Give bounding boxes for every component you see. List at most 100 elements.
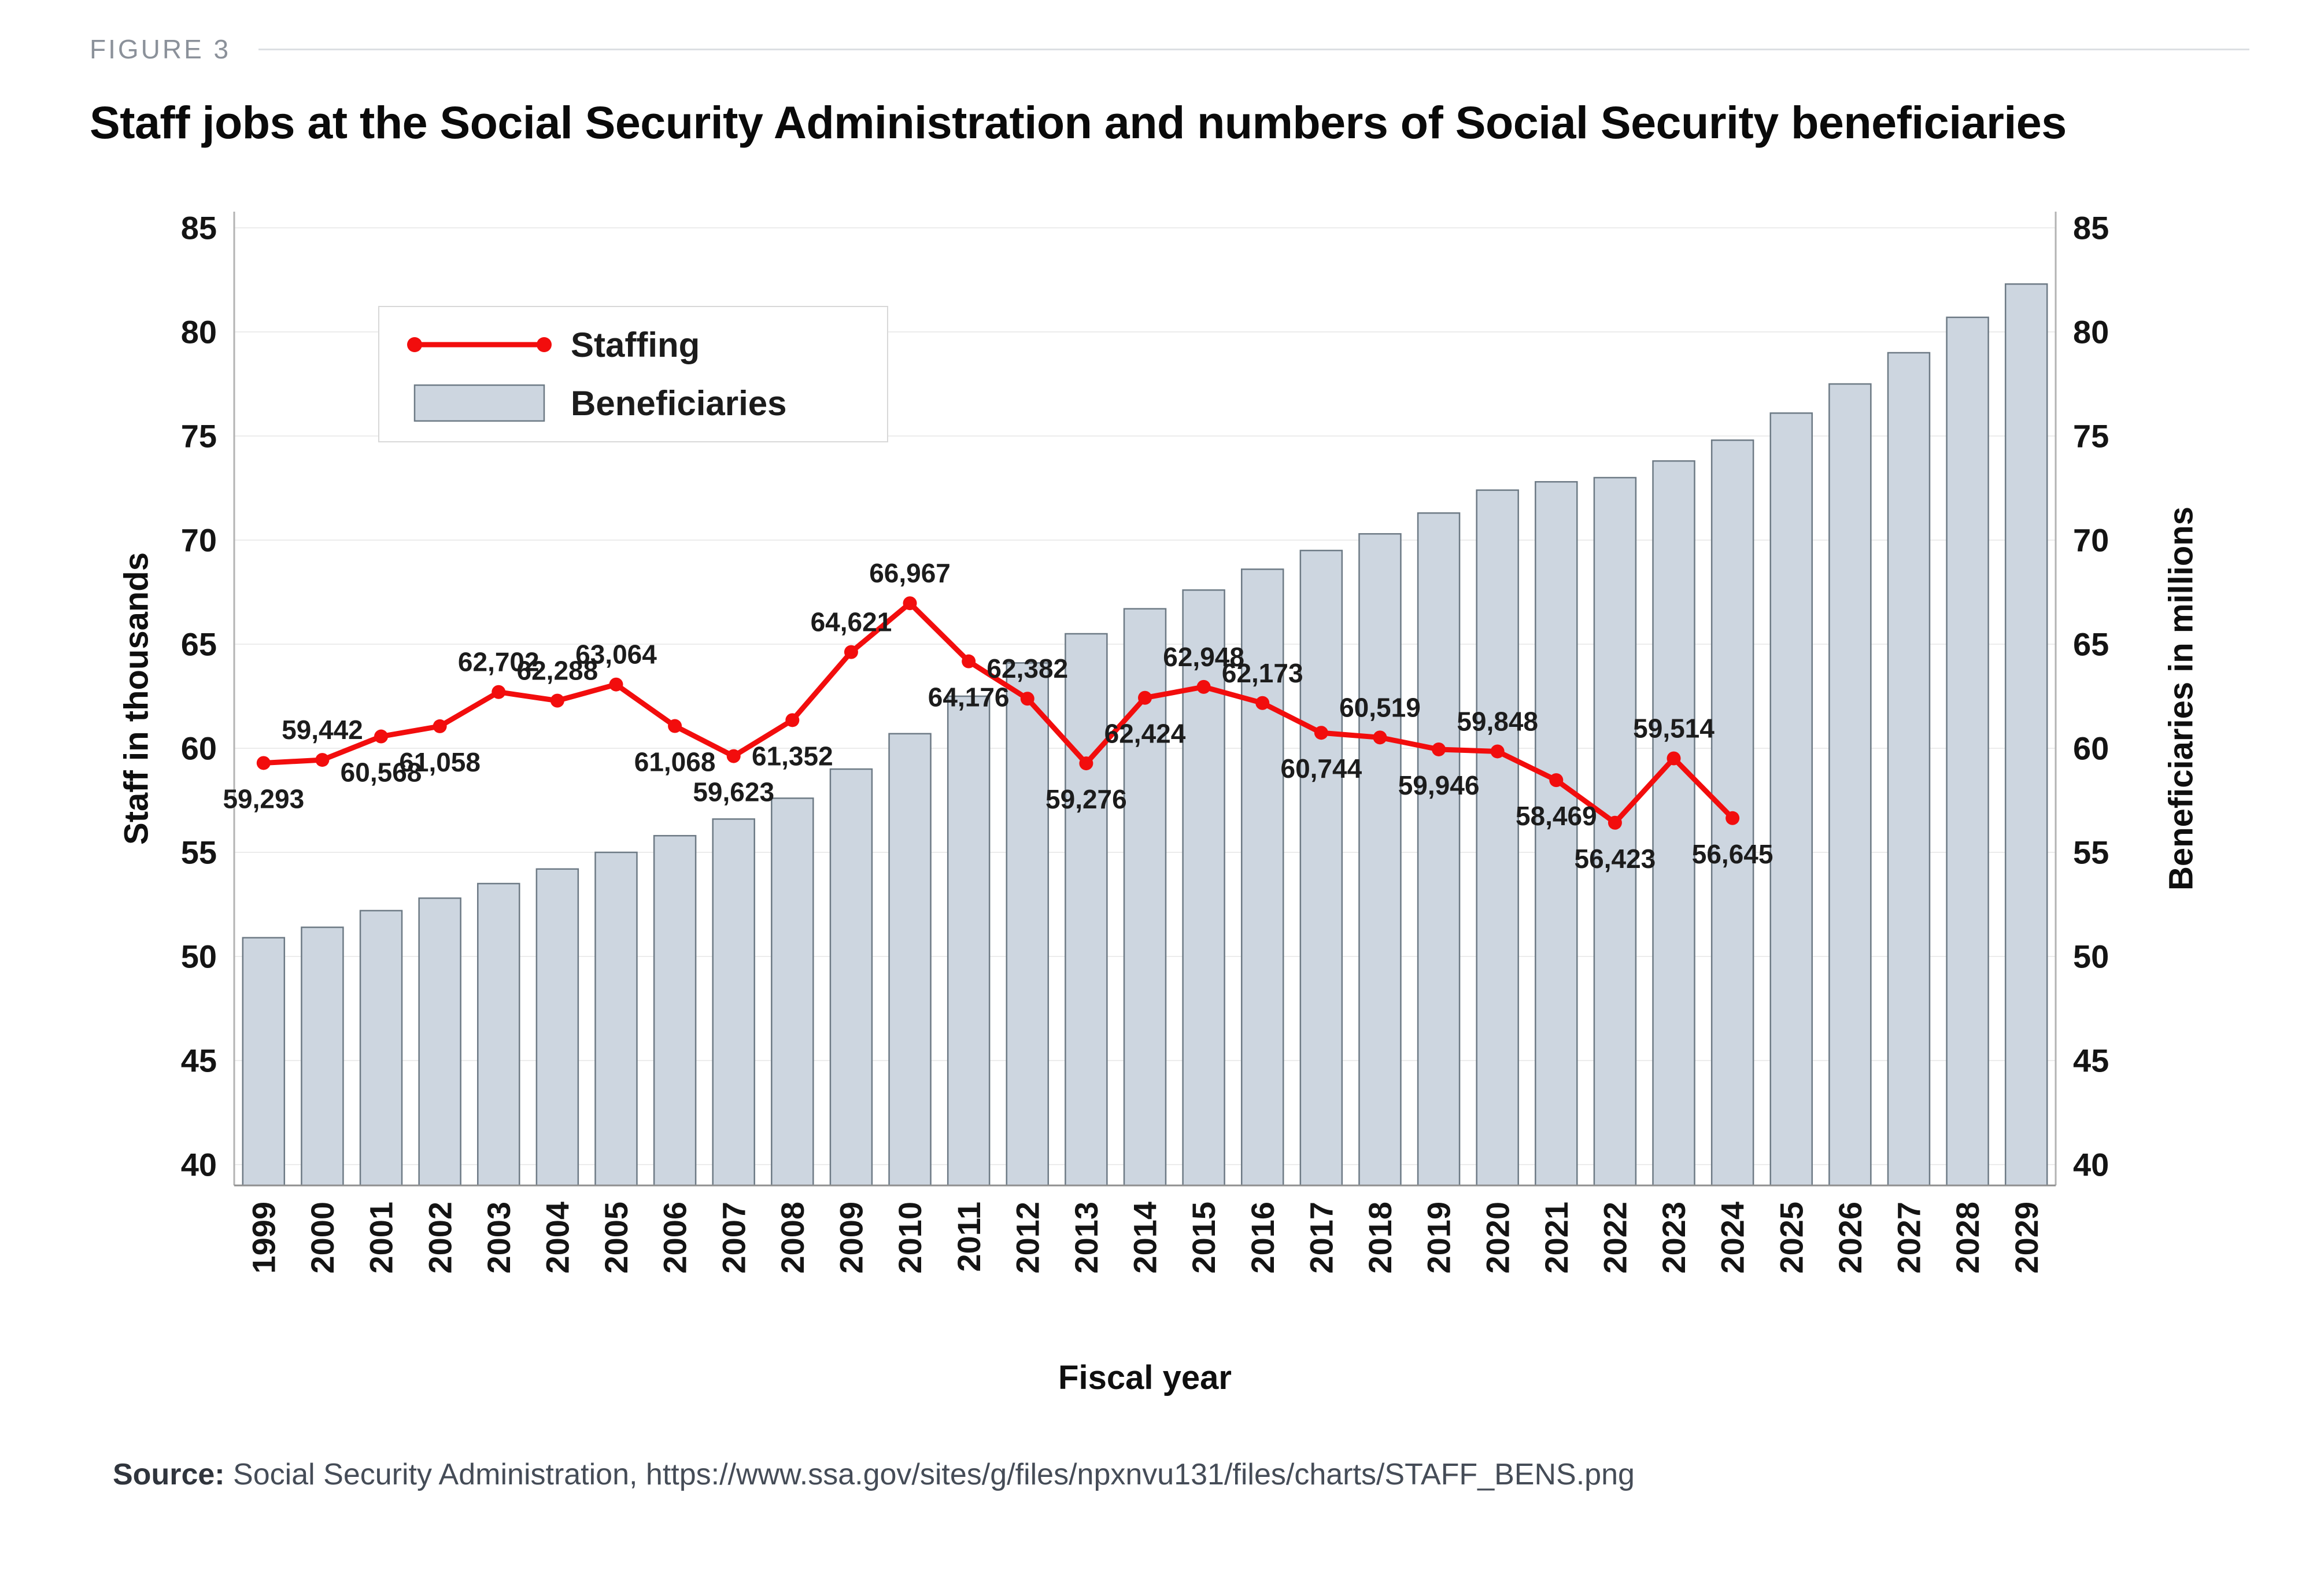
staffing-data-label: 63,064 bbox=[575, 640, 657, 670]
y-tick-label-left: 50 bbox=[181, 939, 217, 975]
chart-title: Staff jobs at the Social Security Admini… bbox=[90, 97, 2067, 148]
beneficiaries-bar bbox=[1535, 481, 1578, 1187]
beneficiaries-bar bbox=[829, 769, 873, 1187]
y-tick-label-left: 60 bbox=[181, 730, 217, 767]
source-prefix: Source: bbox=[113, 1458, 225, 1492]
x-tick-label: 2018 bbox=[1362, 1202, 1398, 1274]
x-tick-label: 2012 bbox=[1009, 1202, 1045, 1274]
beneficiaries-bar bbox=[771, 797, 814, 1187]
staffing-point bbox=[1314, 726, 1328, 740]
staffing-data-label: 62,288 bbox=[517, 656, 598, 686]
staffing-data-label: 59,514 bbox=[1633, 714, 1715, 744]
x-tick-label: 2009 bbox=[833, 1202, 870, 1274]
staffing-point bbox=[433, 719, 447, 734]
y-right-axis-title: Beneficiaries in millions bbox=[2162, 507, 2200, 891]
staffing-data-label: 64,621 bbox=[811, 607, 892, 637]
beneficiaries-bar bbox=[1065, 633, 1108, 1187]
staffing-point bbox=[1373, 730, 1387, 745]
chart-svg: 40 40 45 45 50 50 55 55 60 60 65 65 70 70 75 75 80 80 85 85… bbox=[117, 210, 2200, 1396]
y-tick-label-right: 75 bbox=[2073, 418, 2109, 455]
staffing-data-label: 62,173 bbox=[1222, 658, 1303, 688]
staffing-data-label: 60,568 bbox=[341, 758, 422, 788]
beneficiaries-bars bbox=[242, 283, 2048, 1187]
staffing-data-label: 61,352 bbox=[752, 741, 833, 771]
figure-header: FIGURE 3 bbox=[90, 34, 2249, 65]
staffing-point bbox=[1196, 680, 1211, 694]
x-tick-label: 2010 bbox=[892, 1202, 928, 1274]
x-tick-label: 2025 bbox=[1773, 1202, 1809, 1274]
x-tick-label: 2013 bbox=[1068, 1202, 1104, 1274]
beneficiaries-bar bbox=[888, 733, 932, 1187]
y-tick-label-left: 85 bbox=[181, 210, 217, 246]
beneficiaries-bar bbox=[947, 696, 991, 1187]
x-tick-label: 2003 bbox=[481, 1202, 517, 1274]
x-tick-label: 2021 bbox=[1538, 1202, 1575, 1274]
beneficiaries-bar bbox=[712, 818, 755, 1187]
y-tick-label-right: 80 bbox=[2073, 314, 2109, 350]
x-tick-label: 2008 bbox=[774, 1202, 811, 1274]
legend: Staffing Beneficiaries bbox=[378, 306, 888, 443]
beneficiaries-bar bbox=[1123, 608, 1167, 1187]
legend-bar-swatch bbox=[413, 385, 545, 422]
staffing-point bbox=[1138, 691, 1152, 705]
x-tick-label: 2024 bbox=[1715, 1202, 1751, 1274]
legend-line-dot bbox=[537, 337, 552, 353]
x-tick-label: 2000 bbox=[304, 1202, 341, 1274]
x-tick-label: 2014 bbox=[1127, 1202, 1163, 1274]
staffing-point bbox=[1255, 696, 1270, 711]
legend-label-staffing: Staffing bbox=[571, 326, 700, 364]
staffing-point bbox=[962, 655, 976, 669]
x-tick-label: 2019 bbox=[1421, 1202, 1457, 1274]
y-left-axis-title: Staff in thousands bbox=[117, 552, 155, 845]
x-tick-label: 2022 bbox=[1597, 1202, 1634, 1274]
staffing-data-label: 59,623 bbox=[693, 777, 774, 807]
staffing-point bbox=[492, 685, 506, 700]
staffing-data-label: 59,442 bbox=[282, 715, 363, 745]
x-tick-label: 2017 bbox=[1303, 1202, 1339, 1274]
chart-area: 40 40 45 45 50 50 55 55 60 60 65 65 70 70 75 75 80 80 85 85… bbox=[38, 195, 2313, 1427]
staffing-point bbox=[609, 678, 623, 692]
staffing-point bbox=[1490, 744, 1505, 759]
staffing-point bbox=[315, 753, 330, 767]
beneficiaries-bar bbox=[1240, 568, 1284, 1187]
x-tick-label: 2028 bbox=[1949, 1202, 1986, 1274]
beneficiaries-bar bbox=[1006, 662, 1050, 1187]
staffing-point bbox=[668, 719, 682, 733]
staffing-data-label: 59,946 bbox=[1398, 770, 1480, 800]
staffing-data-label: 59,848 bbox=[1457, 707, 1538, 737]
staffing-data-label: 61,058 bbox=[399, 747, 481, 777]
staffing-data-label: 60,744 bbox=[1280, 754, 1362, 784]
staffing-point bbox=[1079, 756, 1093, 771]
y-tick-label-left: 45 bbox=[181, 1043, 217, 1079]
y-tick-label-left: 65 bbox=[181, 626, 217, 663]
beneficiaries-bar bbox=[1417, 512, 1461, 1187]
staffing-data-label: 56,423 bbox=[1575, 844, 1656, 874]
y-tick-label-right: 65 bbox=[2073, 626, 2109, 663]
beneficiaries-bar bbox=[1182, 589, 1225, 1187]
x-tick-label: 2007 bbox=[715, 1202, 752, 1274]
beneficiaries-bar bbox=[359, 910, 403, 1187]
staffing-data-label: 58,469 bbox=[1516, 801, 1597, 831]
beneficiaries-bar bbox=[1946, 316, 1989, 1187]
beneficiaries-bar bbox=[1476, 489, 1519, 1187]
x-tick-label: 2023 bbox=[1656, 1202, 1692, 1274]
figure-label: FIGURE 3 bbox=[90, 34, 231, 64]
staffing-data-label: 66,967 bbox=[869, 559, 951, 589]
beneficiaries-bar bbox=[535, 868, 579, 1187]
source-text: Social Security Administration, https://… bbox=[224, 1458, 1635, 1492]
staffing-data-label: 62,948 bbox=[1163, 642, 1244, 672]
staffing-data-label: 62,424 bbox=[1104, 719, 1186, 749]
beneficiaries-bar bbox=[1299, 550, 1343, 1187]
x-tick-label: 2016 bbox=[1244, 1202, 1281, 1274]
staffing-point bbox=[844, 645, 858, 660]
beneficiaries-bar bbox=[1593, 477, 1637, 1187]
beneficiaries-bar bbox=[594, 852, 638, 1187]
y-tick-label-right: 85 bbox=[2073, 210, 2109, 246]
beneficiaries-bar bbox=[653, 835, 697, 1187]
y-tick-label-right: 60 bbox=[2073, 730, 2109, 767]
beneficiaries-bar bbox=[1887, 352, 1931, 1187]
beneficiaries-bar bbox=[242, 937, 286, 1187]
beneficiaries-bar bbox=[1358, 533, 1402, 1187]
x-tick-label: 2029 bbox=[2008, 1202, 2045, 1274]
y-tick-label-left: 80 bbox=[181, 314, 217, 350]
